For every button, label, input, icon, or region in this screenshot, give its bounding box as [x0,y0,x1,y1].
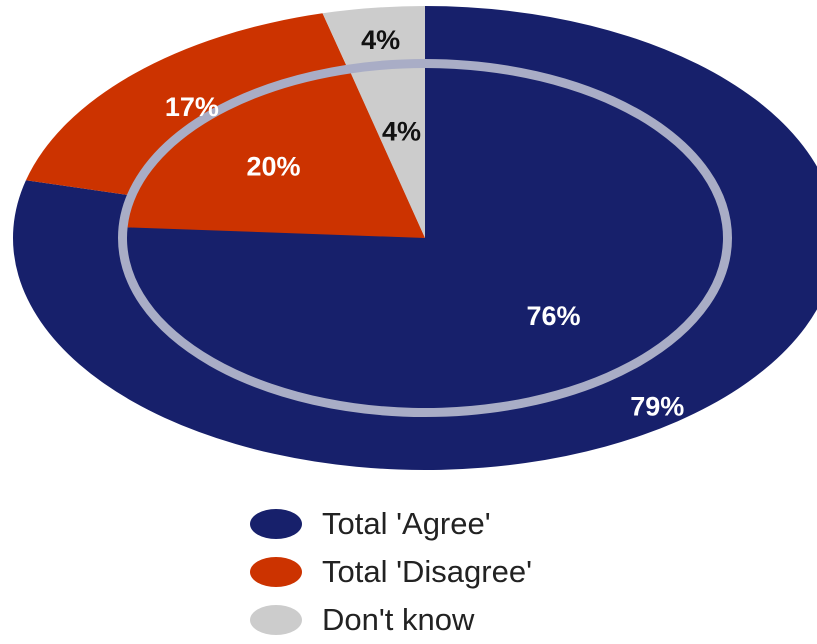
inner-ring [127,68,724,408]
outer-label-total-agree: 79% [630,392,684,422]
outer-label-don-t-know: 4% [361,25,400,55]
inner-label-total-disagree: 20% [246,152,300,182]
legend-label-dont-know: Don't know [322,602,475,637]
legend-label-agree: Total 'Agree' [322,506,491,541]
chart-container: 79% 17% 4% 76% 20% 4% Total 'Agree' Total 'Di… [13,6,817,637]
legend: Total 'Agree' Total 'Disagree' Don't kno… [250,500,670,644]
ring-separator-ellipse [118,59,732,417]
inner-label-total-agree: 76% [526,301,580,331]
legend-swatch-agree [250,509,302,539]
legend-item-dont-know: Don't know [250,596,670,644]
legend-item-disagree: Total 'Disagree' [250,548,670,596]
inner-slice-don-t-know [350,68,425,238]
legend-swatch-disagree [250,557,302,587]
inner-slice-total-agree [127,68,724,408]
slice-labels: 79% 17% 4% 76% 20% 4% [165,25,684,422]
inner-slice-total-disagree [127,73,425,238]
pie-chart: 79% 17% 4% 76% 20% 4% [13,6,817,470]
legend-swatch-dont-know [250,605,302,635]
outer-label-total-disagree: 17% [165,92,219,122]
legend-label-disagree: Total 'Disagree' [322,554,532,589]
legend-item-agree: Total 'Agree' [250,500,670,548]
inner-label-don-t-know: 4% [382,117,421,147]
